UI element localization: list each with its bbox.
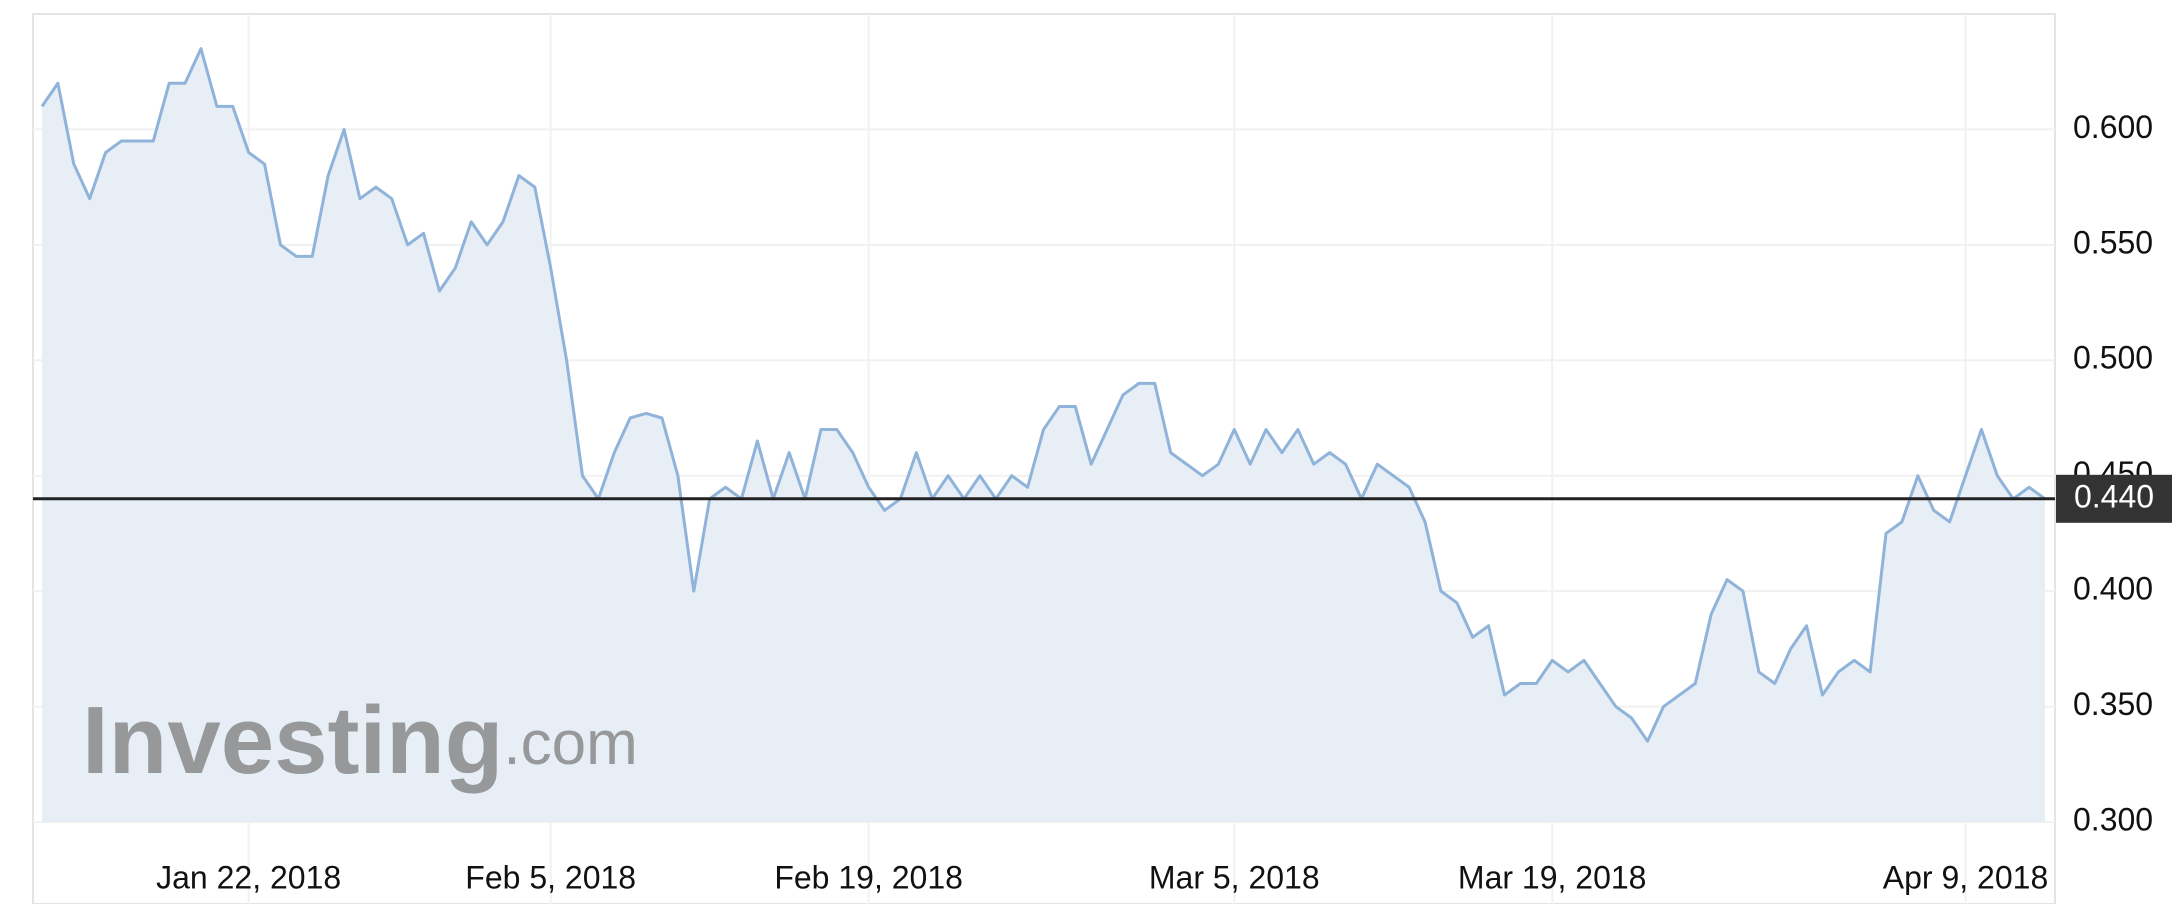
watermark-suffix: .com — [503, 709, 637, 778]
x-tick-label: Mar 5, 2018 — [1149, 859, 1320, 895]
watermark: Investing.com — [82, 687, 638, 794]
area-fill — [42, 48, 2045, 823]
price-line — [40, 47, 2046, 743]
watermark-brand: Investing — [82, 687, 503, 794]
last-value-label: 0.440 — [2074, 478, 2154, 514]
x-tick-label: Jan 22, 2018 — [156, 859, 341, 895]
last-value-box — [2056, 474, 2172, 523]
marks — [33, 47, 2055, 823]
y-tick-label: 0.350 — [2073, 686, 2153, 722]
y-tick-label: 0.600 — [2073, 109, 2153, 145]
plot-frame — [32, 13, 2056, 904]
y-tick-label: 0.500 — [2073, 340, 2153, 376]
x-tick-label: Apr 9, 2018 — [1883, 859, 2048, 895]
y-tick-label: 0.550 — [2073, 224, 2153, 260]
x-tick-label: Feb 5, 2018 — [465, 859, 636, 895]
y-tick-label: 0.300 — [2073, 801, 2153, 837]
x-tick-label: Feb 19, 2018 — [774, 859, 963, 895]
y-tick-label: 0.400 — [2073, 571, 2153, 607]
x-tick-label: Mar 19, 2018 — [1458, 859, 1647, 895]
